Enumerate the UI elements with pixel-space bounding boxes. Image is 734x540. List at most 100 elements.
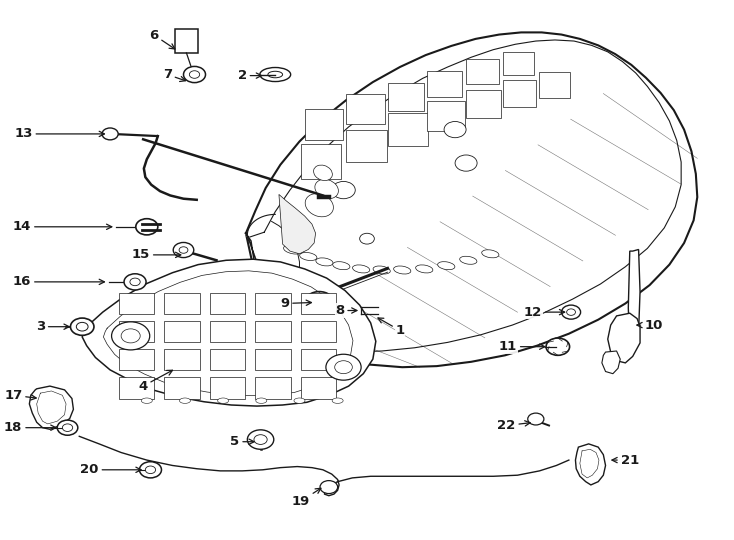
Circle shape xyxy=(102,128,118,140)
Circle shape xyxy=(189,71,200,78)
Bar xyxy=(255,293,291,314)
Polygon shape xyxy=(279,194,316,254)
Bar xyxy=(164,321,200,342)
Bar xyxy=(301,377,336,399)
Circle shape xyxy=(562,305,581,319)
Text: 15: 15 xyxy=(132,248,181,261)
Text: 21: 21 xyxy=(612,454,639,467)
Circle shape xyxy=(326,354,361,380)
Bar xyxy=(301,321,336,342)
Circle shape xyxy=(455,155,477,171)
Bar xyxy=(503,80,536,107)
Circle shape xyxy=(112,322,150,350)
Bar xyxy=(427,101,465,131)
Polygon shape xyxy=(628,249,640,351)
Bar xyxy=(119,349,154,370)
Ellipse shape xyxy=(415,265,433,273)
Polygon shape xyxy=(602,351,620,374)
Bar xyxy=(164,377,200,399)
Ellipse shape xyxy=(316,258,333,266)
Text: 17: 17 xyxy=(4,389,36,402)
Circle shape xyxy=(332,181,355,199)
Bar xyxy=(301,349,336,370)
Text: 6: 6 xyxy=(150,29,175,49)
Circle shape xyxy=(184,66,206,83)
Bar xyxy=(388,83,424,111)
Circle shape xyxy=(130,278,140,286)
Circle shape xyxy=(145,466,156,474)
Polygon shape xyxy=(29,386,73,429)
Bar xyxy=(301,293,336,314)
Ellipse shape xyxy=(179,398,190,403)
Text: 20: 20 xyxy=(80,463,141,476)
Ellipse shape xyxy=(299,253,317,260)
Text: 14: 14 xyxy=(12,220,112,233)
Ellipse shape xyxy=(437,262,455,269)
Circle shape xyxy=(320,481,338,494)
Text: 10: 10 xyxy=(637,319,663,332)
Bar xyxy=(346,94,385,124)
Ellipse shape xyxy=(218,398,229,403)
Text: 9: 9 xyxy=(280,297,311,310)
Bar xyxy=(255,377,291,399)
Circle shape xyxy=(528,413,544,425)
Bar xyxy=(210,321,245,342)
Ellipse shape xyxy=(260,68,291,82)
Circle shape xyxy=(179,247,188,253)
Bar xyxy=(427,71,462,97)
Circle shape xyxy=(567,309,575,315)
Circle shape xyxy=(121,329,140,343)
Bar xyxy=(388,113,428,146)
Bar xyxy=(255,321,291,342)
Circle shape xyxy=(136,219,158,235)
Polygon shape xyxy=(246,233,267,292)
Bar xyxy=(164,349,200,370)
Circle shape xyxy=(335,361,352,374)
Text: 13: 13 xyxy=(14,127,104,140)
Bar xyxy=(255,349,291,370)
Bar xyxy=(305,109,343,140)
Circle shape xyxy=(70,318,94,335)
Text: 5: 5 xyxy=(230,435,254,448)
Ellipse shape xyxy=(393,266,411,274)
Ellipse shape xyxy=(141,398,153,403)
Ellipse shape xyxy=(283,245,304,254)
Text: 8: 8 xyxy=(335,304,357,317)
Bar xyxy=(119,321,154,342)
Text: 19: 19 xyxy=(292,488,321,508)
Ellipse shape xyxy=(256,398,267,403)
Bar xyxy=(119,377,154,399)
Bar xyxy=(346,130,387,162)
Bar xyxy=(210,377,245,399)
Circle shape xyxy=(62,424,73,431)
Bar xyxy=(466,90,501,118)
Ellipse shape xyxy=(313,165,333,180)
Circle shape xyxy=(124,274,146,290)
Bar xyxy=(119,293,154,314)
Ellipse shape xyxy=(315,179,338,199)
Text: 22: 22 xyxy=(498,419,530,432)
Bar xyxy=(164,293,200,314)
Text: 16: 16 xyxy=(12,275,104,288)
Ellipse shape xyxy=(305,194,333,217)
Text: 2: 2 xyxy=(238,69,261,82)
Circle shape xyxy=(247,430,274,449)
Circle shape xyxy=(444,122,466,138)
Polygon shape xyxy=(82,259,376,406)
Polygon shape xyxy=(608,313,640,363)
Circle shape xyxy=(312,297,327,308)
Ellipse shape xyxy=(459,256,477,264)
Bar xyxy=(210,293,245,314)
Text: 3: 3 xyxy=(36,320,69,333)
Text: 11: 11 xyxy=(499,340,545,353)
Bar xyxy=(503,52,534,75)
Circle shape xyxy=(254,435,267,444)
Circle shape xyxy=(76,322,88,331)
Circle shape xyxy=(139,462,161,478)
Ellipse shape xyxy=(352,265,370,273)
Bar xyxy=(539,72,570,98)
Ellipse shape xyxy=(268,71,283,78)
Text: 4: 4 xyxy=(139,370,172,393)
Text: 18: 18 xyxy=(4,421,56,434)
Ellipse shape xyxy=(332,398,343,403)
